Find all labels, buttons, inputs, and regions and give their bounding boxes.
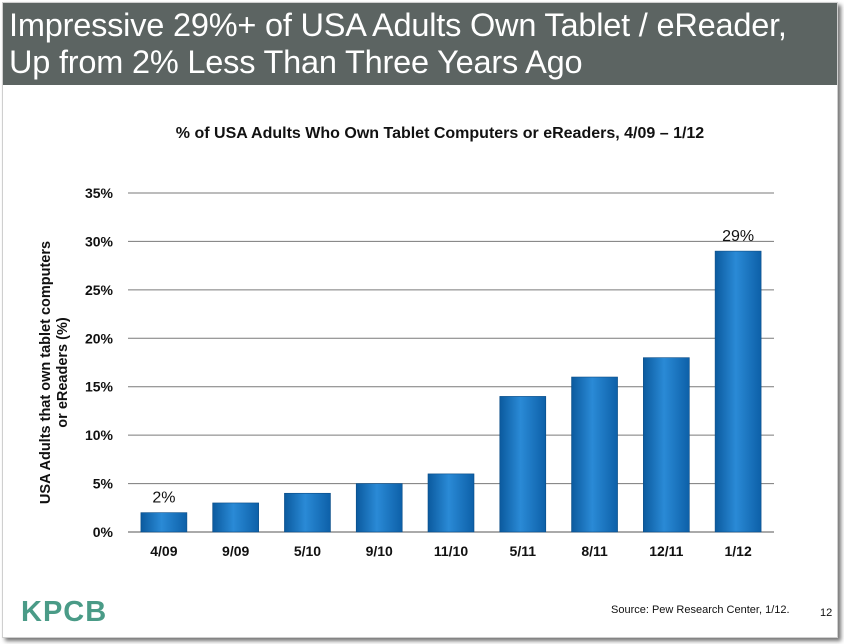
y-axis-label: USA Adults that own tablet computersor e… [38,241,71,504]
x-tick-label: 5/10 [294,543,321,559]
x-tick-label: 1/12 [724,543,751,559]
x-axis-ticks: 4/09 9/09 5/10 9/10 11/10 5/11 8/11 12/11 1/12 [150,543,752,559]
bar [571,376,618,533]
page-number: 12 [820,607,833,619]
x-tick-label: 9/10 [366,543,393,559]
data-label: 29% [722,228,754,245]
y-tick-label: 20% [85,330,114,346]
bar [499,396,547,533]
kpcb-logo: KPCB [21,596,108,628]
bars [140,250,762,533]
x-tick-label: 5/11 [510,543,537,559]
y-axis-title: USA Adults that own tablet computersor e… [38,241,71,504]
data-labels: 2% 29% [152,228,754,507]
bar [284,492,331,533]
x-tick-label: 11/10 [434,543,468,559]
data-label: 2% [152,490,175,507]
x-tick-label: 4/09 [150,543,177,559]
x-tick-label: 12/11 [649,543,683,559]
source-note: Source: Pew Research Center, 1/12. [611,604,790,616]
bar [355,483,403,533]
bar [427,473,475,533]
bar [140,512,188,533]
y-tick-label: 10% [85,427,114,443]
y-tick-label: 25% [85,282,114,298]
y-axis-ticks: 0% 5% 10% 15% 20% 25% 30% 35% [85,185,114,540]
x-tick-label: 9/09 [222,543,249,559]
slide-title: Impressive 29%+ of USA Adults Own Tablet… [9,7,787,80]
bar [212,502,259,533]
y-tick-label: 5% [93,476,114,492]
y-tick-label: 35% [85,185,114,201]
header-bar: Impressive 29%+ of USA Adults Own Tablet… [3,3,837,85]
y-tick-label: 15% [85,379,114,395]
y-tick-label: 30% [85,233,114,249]
x-tick-label: 8/11 [581,543,608,559]
y-tick-label: 0% [93,524,114,540]
bar [643,357,690,533]
chart-title: % of USA Adults Who Own Tablet Computers… [175,125,705,142]
bar [714,250,762,533]
